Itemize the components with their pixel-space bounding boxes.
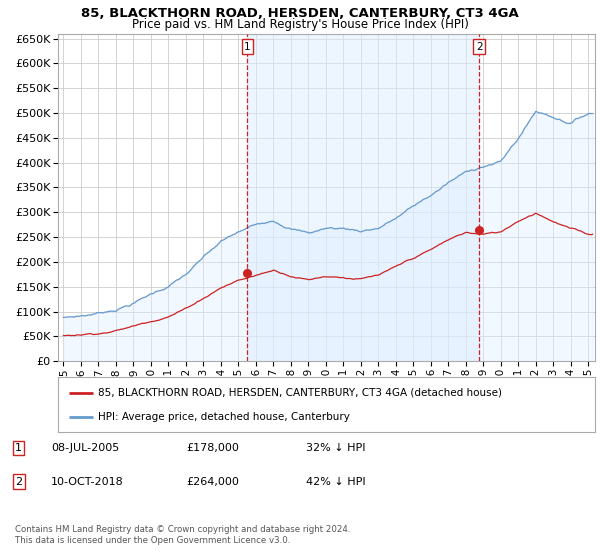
Text: £264,000: £264,000 (186, 477, 239, 487)
Text: 1: 1 (244, 42, 251, 52)
Text: 42% ↓ HPI: 42% ↓ HPI (306, 477, 365, 487)
Text: HPI: Average price, detached house, Canterbury: HPI: Average price, detached house, Cant… (98, 412, 350, 422)
Text: 2: 2 (476, 42, 483, 52)
Text: 32% ↓ HPI: 32% ↓ HPI (306, 443, 365, 453)
Text: 2: 2 (15, 477, 22, 487)
Text: 85, BLACKTHORN ROAD, HERSDEN, CANTERBURY, CT3 4GA: 85, BLACKTHORN ROAD, HERSDEN, CANTERBURY… (81, 7, 519, 20)
Text: 10-OCT-2018: 10-OCT-2018 (51, 477, 124, 487)
Text: Contains HM Land Registry data © Crown copyright and database right 2024.
This d: Contains HM Land Registry data © Crown c… (15, 525, 350, 545)
Text: Price paid vs. HM Land Registry's House Price Index (HPI): Price paid vs. HM Land Registry's House … (131, 18, 469, 31)
Bar (247, 34, 479, 361)
Text: 1: 1 (15, 443, 22, 453)
Text: £178,000: £178,000 (186, 443, 239, 453)
Text: 85, BLACKTHORN ROAD, HERSDEN, CANTERBURY, CT3 4GA (detached house): 85, BLACKTHORN ROAD, HERSDEN, CANTERBURY… (98, 388, 502, 398)
Text: 08-JUL-2005: 08-JUL-2005 (51, 443, 119, 453)
